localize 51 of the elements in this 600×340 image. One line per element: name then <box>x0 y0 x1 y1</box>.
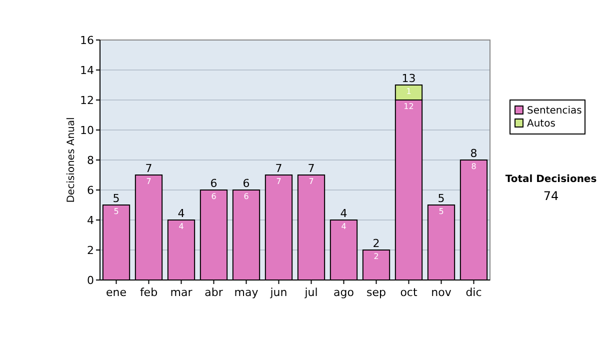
data-label: 5 <box>114 207 119 216</box>
y-tick-label: 12 <box>80 94 94 107</box>
x-tick-label: ago <box>334 286 354 299</box>
data-label: 5 <box>438 207 444 216</box>
x-tick-label: mar <box>170 286 193 299</box>
total-label: 7 <box>308 162 315 175</box>
x-tick-label: nov <box>431 286 452 299</box>
data-label: 7 <box>308 177 314 186</box>
y-axis-title: Decisiones Anual <box>66 117 77 203</box>
data-label: 1 <box>406 87 412 96</box>
y-tick-label: 14 <box>80 64 94 77</box>
data-label: 7 <box>276 177 282 186</box>
x-tick-label: feb <box>140 286 158 299</box>
x-tick-label: oct <box>400 286 418 299</box>
x-tick-label: abr <box>204 286 224 299</box>
y-tick-label: 2 <box>87 244 94 257</box>
total-label: 7 <box>275 162 282 175</box>
total-label: 7 <box>145 162 152 175</box>
total-label: 4 <box>340 207 348 220</box>
total-label: 5 <box>438 192 445 205</box>
y-tick-label: 10 <box>80 124 94 137</box>
total-label: 4 <box>178 207 185 220</box>
x-tick-label: ene <box>106 286 127 299</box>
data-label: 6 <box>244 192 249 201</box>
legend-label: Sentencias <box>527 106 582 116</box>
data-label: 12 <box>404 102 414 111</box>
x-tick-label: sep <box>366 286 386 299</box>
data-label: 8 <box>471 162 476 171</box>
y-tick-label: 16 <box>80 34 94 47</box>
data-label: 4 <box>341 222 346 231</box>
x-tick-label: jul <box>304 286 318 299</box>
total-label: 2 <box>372 237 380 250</box>
total-label: 8 <box>470 147 478 160</box>
data-label: 4 <box>178 222 184 231</box>
total-label: 6 <box>210 177 218 190</box>
y-tick-label: 0 <box>87 274 94 287</box>
data-label: 2 <box>374 252 379 261</box>
data-label: 6 <box>211 192 216 201</box>
text: 74 <box>543 189 559 203</box>
x-tick-label: dic <box>466 286 482 299</box>
data-label: 7 <box>146 177 152 186</box>
x-tick-label: may <box>234 286 259 299</box>
legend-label: Autos <box>527 118 556 130</box>
y-tick-label: 8 <box>87 154 94 167</box>
y-tick-label: 6 <box>87 184 94 197</box>
x-tick-label: jun <box>269 286 288 299</box>
y-tick-label: 4 <box>87 214 94 227</box>
text: Total Decisiones <box>505 174 597 185</box>
total-label: 5 <box>112 192 120 205</box>
total-label: 6 <box>242 177 250 190</box>
total-label: 13 <box>402 72 416 85</box>
